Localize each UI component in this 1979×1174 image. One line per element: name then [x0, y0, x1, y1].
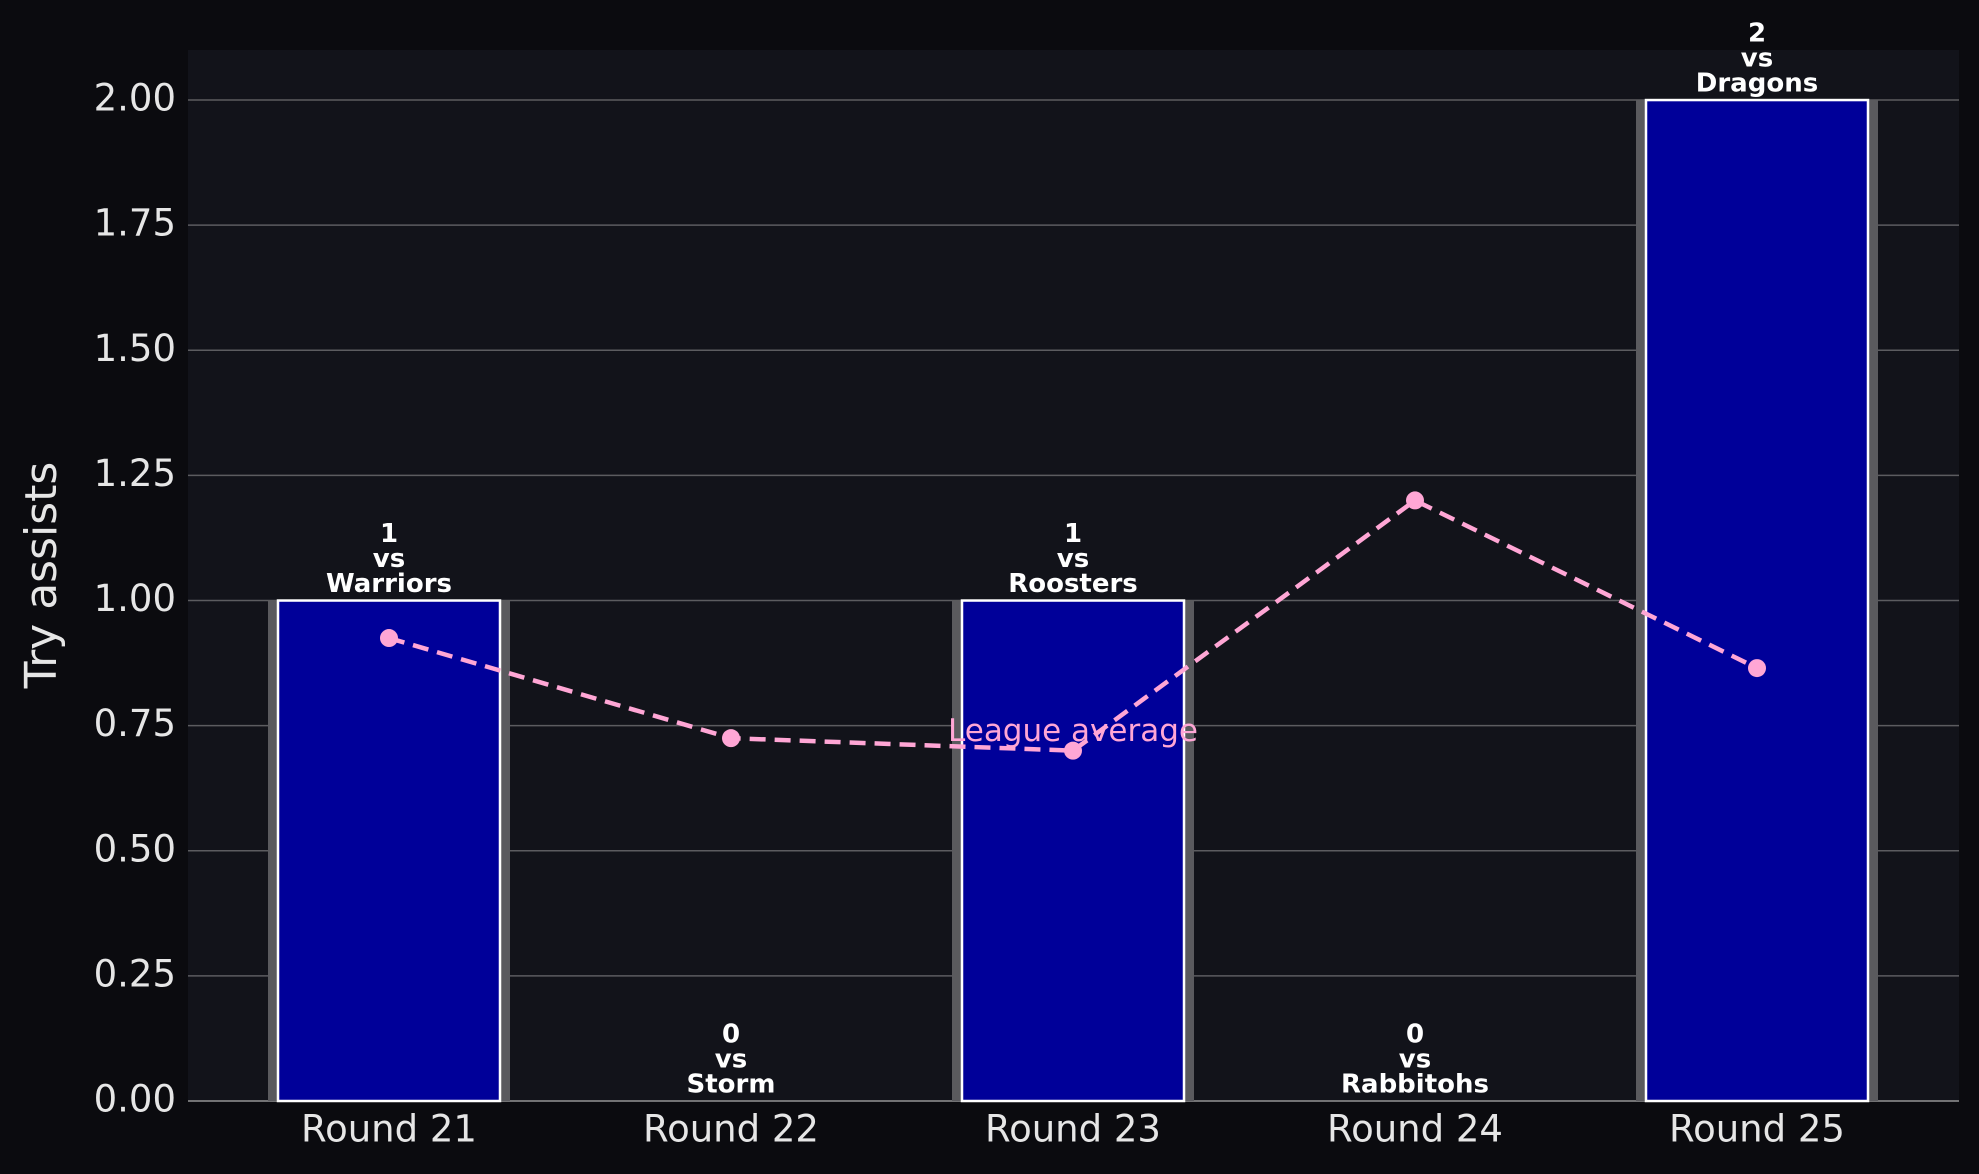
league-average-point: [1406, 491, 1424, 510]
bar: [276, 599, 502, 1103]
y-axis-label: Try assists: [16, 462, 67, 690]
value-label-joiner: vs: [1399, 1045, 1431, 1075]
y-tick-label: 2.00: [94, 77, 176, 120]
league-average-label: League average: [948, 713, 1198, 749]
y-tick-label: 0.00: [94, 1078, 176, 1121]
opponent-label: Rabbitohs: [1341, 1070, 1489, 1100]
bar: [1644, 98, 1870, 1103]
value-label: 1: [380, 519, 398, 549]
y-tick-label: 1.00: [94, 577, 176, 620]
value-label: 0: [722, 1020, 740, 1050]
value-label-joiner: vs: [1057, 544, 1089, 574]
y-tick-label: 1.50: [94, 327, 176, 370]
x-tick-label: Round 23: [985, 1108, 1161, 1151]
x-tick-label: Round 25: [1669, 1108, 1845, 1151]
opponent-label: Dragons: [1696, 69, 1818, 99]
opponent-label: Storm: [687, 1070, 776, 1100]
y-tick-label: 0.25: [94, 952, 176, 995]
y-tick-label: 0.75: [94, 702, 176, 745]
value-label-joiner: vs: [715, 1045, 747, 1075]
value-label: 0: [1406, 1020, 1424, 1050]
league-average-point: [1748, 659, 1766, 678]
y-tick-label: 1.75: [94, 202, 176, 245]
x-tick-label: Round 24: [1327, 1108, 1503, 1151]
opponent-label: Warriors: [326, 569, 452, 599]
y-tick-label: 1.25: [94, 452, 176, 495]
league-average-line: [388, 497, 1758, 753]
bar: [960, 599, 1186, 1103]
value-label-joiner: vs: [373, 544, 405, 574]
league-average-point: [380, 629, 398, 648]
x-tick-label: Round 21: [301, 1108, 477, 1151]
y-tick-label: 0.50: [94, 827, 176, 870]
league-average-point: [722, 729, 740, 748]
value-label-joiner: vs: [1741, 44, 1773, 74]
league-average-point: [1064, 741, 1082, 760]
value-label: 2: [1748, 19, 1766, 49]
x-tick-label: Round 22: [643, 1108, 819, 1151]
value-label: 1: [1064, 519, 1082, 549]
opponent-label: Roosters: [1008, 569, 1138, 599]
